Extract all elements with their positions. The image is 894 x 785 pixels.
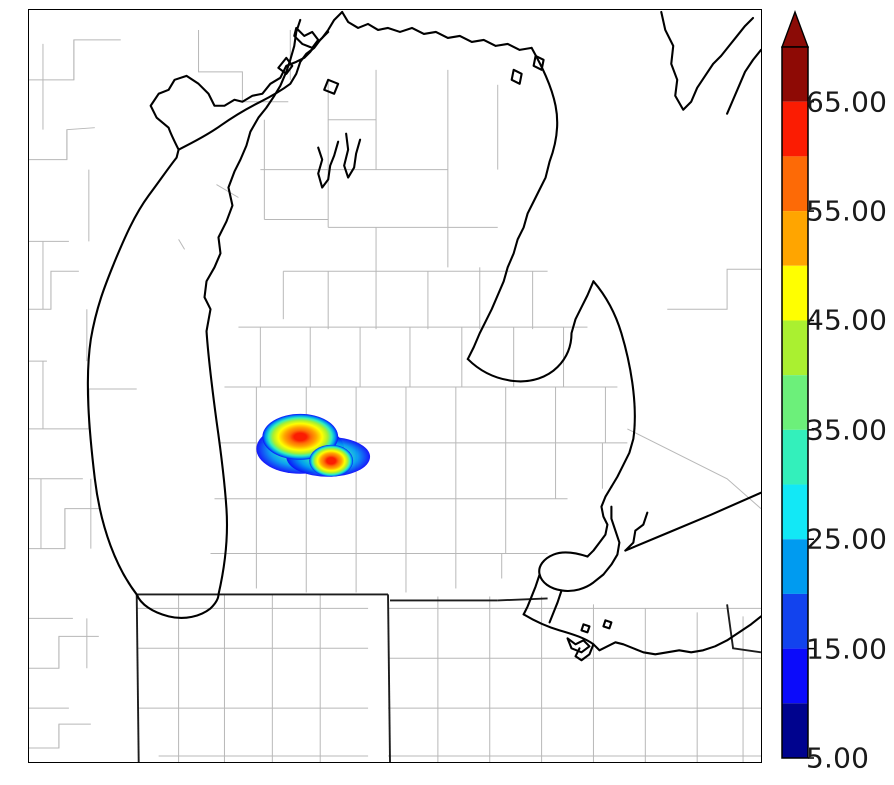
colorbar-tick-label-55: 55.00 [806,194,888,228]
colorbar-tick-label-35: 35.00 [806,413,888,447]
colorbar-band-50 [782,211,808,266]
colorbar-band-45 [782,265,808,321]
colorbar-tick-label-15: 15.00 [806,632,888,666]
colorbar-bands [782,47,808,758]
colorbar: 65.00 55.00 45.00 35.00 25.00 15.00 5.00 [770,0,894,785]
colorbar-tick-label-65: 65.00 [806,85,888,119]
colorbar-band-25 [782,484,808,540]
secondary-storm-cell [309,444,354,477]
colorbar-tick-label-5: 5.00 [806,741,870,775]
colorbar-extend-arrow [780,9,810,48]
radar-map-panel [28,9,762,763]
colorbar-outline [781,46,809,759]
map-canvas [29,10,761,762]
state-boundaries [135,593,761,762]
colorbar-band-35 [782,375,808,430]
colorbar-band-55 [782,156,808,212]
colorbar-canvas [780,9,814,759]
colorbar-band-5 [782,703,808,758]
colorbar-band-30 [782,429,808,485]
colorbar-band-40 [782,320,808,376]
coastlines [86,10,761,662]
colorbar-tick-label-25: 25.00 [806,522,888,556]
colorbar-ticks [808,100,814,759]
county-boundaries [29,29,761,762]
colorbar-band-65 [782,47,808,102]
colorbar-tick-label-45: 45.00 [806,303,888,337]
colorbar-band-20 [782,539,808,594]
colorbar-band-15 [782,593,808,649]
radar-echo-group [256,413,371,477]
colorbar-band-60 [782,101,808,157]
colorbar-band-10 [782,648,808,704]
